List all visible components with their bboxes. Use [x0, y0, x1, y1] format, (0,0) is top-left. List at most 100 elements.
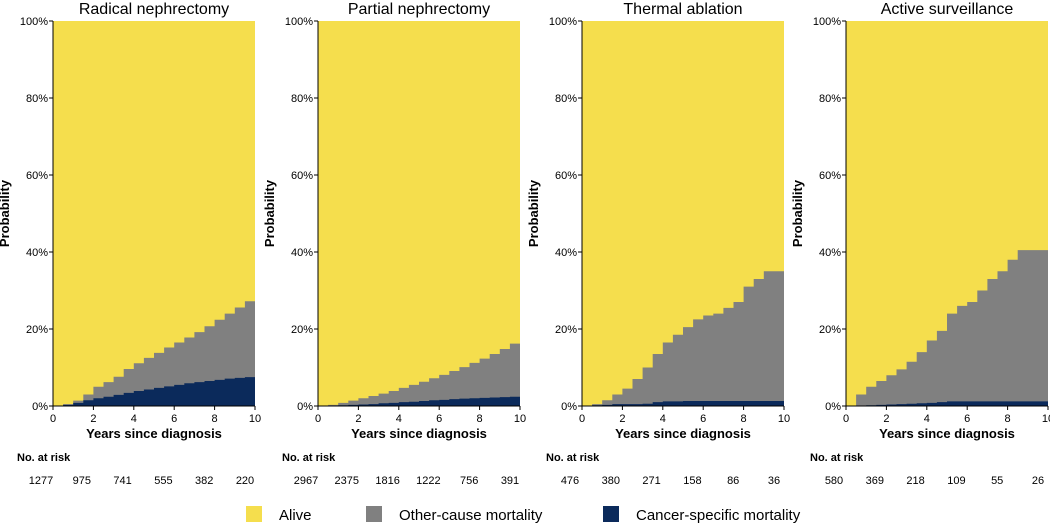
- area-other-cause-mortality: [53, 290, 255, 406]
- panel-thermal-ablation: 0% 20% 40% 60% 80% 100% 0 2 4 6 8 10 Thermal ablatio…: [526, 1, 790, 487]
- at-risk-count: 975: [73, 475, 91, 487]
- legend-item-cancer: Cancer-specific mortality: [603, 506, 801, 524]
- panel-active-surveillance: 0% 20% 40% 60% 80% 100% 0 2 4 6 8 10 Active surveill…: [790, 1, 1050, 487]
- y-axis-label: Probability: [526, 179, 541, 247]
- at-risk-count: 756: [460, 475, 478, 487]
- at-risk-count: 580: [825, 475, 843, 487]
- panel-partial-nephrectomy: 0% 20% 40% 60% 80% 100% 0 2 4 6 8 10 Partial nephrec…: [262, 1, 526, 487]
- at-risk-count: 109: [947, 475, 965, 487]
- y-tick-label: 100%: [813, 16, 841, 28]
- y-tick-label: 100%: [549, 16, 577, 28]
- legend-item-alive: Alive: [246, 506, 312, 524]
- at-risk-count: 2375: [335, 475, 359, 487]
- at-risk-count: 55: [991, 475, 1003, 487]
- y-tick-label: 0%: [32, 401, 48, 413]
- x-tick-label: 10: [249, 413, 261, 425]
- at-risk-count: 271: [642, 475, 660, 487]
- legend-label: Alive: [279, 507, 312, 524]
- x-tick-label: 2: [619, 413, 625, 425]
- at-risk-count: 391: [501, 475, 519, 487]
- at-risk-count: 1816: [375, 475, 399, 487]
- x-tick-label: 4: [660, 413, 666, 425]
- legend-swatch: [246, 506, 262, 522]
- legend: Alive Other-cause mortality Cancer-specifi…: [246, 506, 801, 524]
- y-tick-label: 20%: [555, 324, 577, 336]
- panel-title: Partial nephrectomy: [348, 1, 490, 18]
- x-axis-label: Years since diagnosis: [351, 426, 487, 441]
- x-tick-label: 0: [843, 413, 849, 425]
- area-other-cause-mortality: [582, 252, 784, 406]
- at-risk-header: No. at risk: [546, 452, 600, 464]
- at-risk-count: 158: [683, 475, 701, 487]
- at-risk-count: 220: [236, 475, 254, 487]
- y-tick-label: 0%: [297, 401, 313, 413]
- x-axis-label: Years since diagnosis: [615, 426, 751, 441]
- x-tick-label: 4: [924, 413, 930, 425]
- x-tick-label: 6: [436, 413, 442, 425]
- legend-swatch: [603, 506, 619, 522]
- at-risk-count: 369: [866, 475, 884, 487]
- area-cancer-specific-mortality: [318, 396, 520, 406]
- at-risk-count: 1277: [29, 475, 53, 487]
- area-cancer-specific-mortality: [53, 375, 255, 406]
- y-tick-label: 60%: [555, 170, 577, 182]
- x-tick-label: 8: [477, 413, 483, 425]
- x-tick-label: 6: [964, 413, 970, 425]
- y-tick-label: 20%: [819, 324, 841, 336]
- area-other-cause-mortality: [318, 336, 520, 406]
- at-risk-count: 36: [768, 475, 780, 487]
- area-alive: [318, 21, 520, 406]
- y-tick-label: 100%: [285, 16, 313, 28]
- y-axis-label: Probability: [262, 179, 277, 247]
- at-risk-count: 2967: [294, 475, 318, 487]
- legend-label: Other-cause mortality: [399, 507, 543, 524]
- at-risk-count: 1222: [416, 475, 440, 487]
- area-cancer-specific-mortality: [846, 401, 1048, 406]
- at-risk-count: 86: [727, 475, 739, 487]
- legend-label: Cancer-specific mortality: [636, 507, 801, 524]
- x-tick-label: 4: [396, 413, 402, 425]
- at-risk-count: 382: [195, 475, 213, 487]
- area-cancer-specific-mortality: [582, 400, 784, 406]
- y-tick-label: 20%: [26, 324, 48, 336]
- x-tick-label: 8: [741, 413, 747, 425]
- y-tick-label: 0%: [825, 401, 841, 413]
- panel-title: Thermal ablation: [623, 1, 742, 18]
- at-risk-header: No. at risk: [282, 452, 336, 464]
- at-risk-count: 555: [154, 475, 172, 487]
- x-tick-label: 0: [579, 413, 585, 425]
- y-tick-label: 40%: [26, 247, 48, 259]
- x-tick-label: 10: [1042, 413, 1050, 425]
- x-tick-label: 10: [778, 413, 790, 425]
- x-axis-label: Years since diagnosis: [86, 426, 222, 441]
- y-tick-label: 60%: [26, 170, 48, 182]
- y-tick-label: 60%: [819, 170, 841, 182]
- y-tick-label: 40%: [819, 247, 841, 259]
- y-tick-label: 100%: [20, 16, 48, 28]
- y-tick-label: 80%: [819, 93, 841, 105]
- x-tick-label: 8: [1005, 413, 1011, 425]
- y-tick-label: 60%: [291, 170, 313, 182]
- y-tick-label: 80%: [26, 93, 48, 105]
- at-risk-count: 476: [561, 475, 579, 487]
- x-tick-label: 0: [315, 413, 321, 425]
- at-risk-count: 26: [1032, 475, 1044, 487]
- x-tick-label: 2: [355, 413, 361, 425]
- x-tick-label: 2: [90, 413, 96, 425]
- at-risk-header: No. at risk: [17, 452, 71, 464]
- panel-title: Active surveillance: [881, 1, 1014, 18]
- x-tick-label: 6: [700, 413, 706, 425]
- x-tick-label: 4: [131, 413, 137, 425]
- x-tick-label: 8: [212, 413, 218, 425]
- at-risk-count: 380: [602, 475, 620, 487]
- legend-swatch: [366, 506, 382, 522]
- panel-radical-nephrectomy: 0% 20% 40% 60% 80% 100% 0 2 4 6 8 10 Radical nephrec…: [0, 1, 261, 487]
- y-axis-label: Probability: [0, 179, 12, 247]
- at-risk-count: 741: [113, 475, 131, 487]
- panel-title: Radical nephrectomy: [79, 1, 229, 18]
- at-risk-count: 218: [906, 475, 924, 487]
- x-axis-label: Years since diagnosis: [879, 426, 1015, 441]
- y-axis-label: Probability: [790, 179, 805, 247]
